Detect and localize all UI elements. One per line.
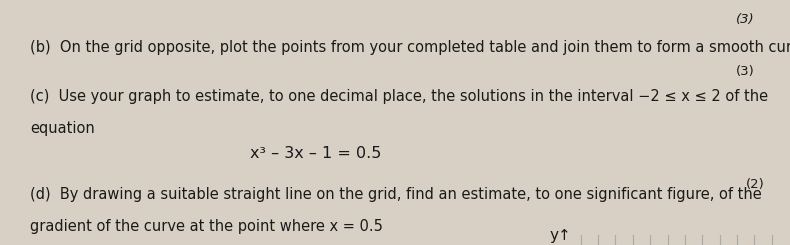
Text: (3): (3): [735, 13, 754, 26]
Text: gradient of the curve at the point where x = 0.5: gradient of the curve at the point where…: [30, 219, 383, 234]
Text: (c)  Use your graph to estimate, to one decimal place, the solutions in the inte: (c) Use your graph to estimate, to one d…: [30, 89, 768, 104]
Text: (3): (3): [735, 65, 754, 78]
Text: x³ – 3x – 1 = 0.5: x³ – 3x – 1 = 0.5: [250, 146, 382, 161]
Text: (d)  By drawing a suitable straight line on the grid, find an estimate, to one s: (d) By drawing a suitable straight line …: [30, 187, 762, 202]
Text: y↑: y↑: [549, 228, 571, 243]
Text: (b)  On the grid opposite, plot the points from your completed table and join th: (b) On the grid opposite, plot the point…: [30, 40, 790, 55]
Text: equation: equation: [30, 121, 95, 136]
Text: (2): (2): [746, 178, 765, 191]
